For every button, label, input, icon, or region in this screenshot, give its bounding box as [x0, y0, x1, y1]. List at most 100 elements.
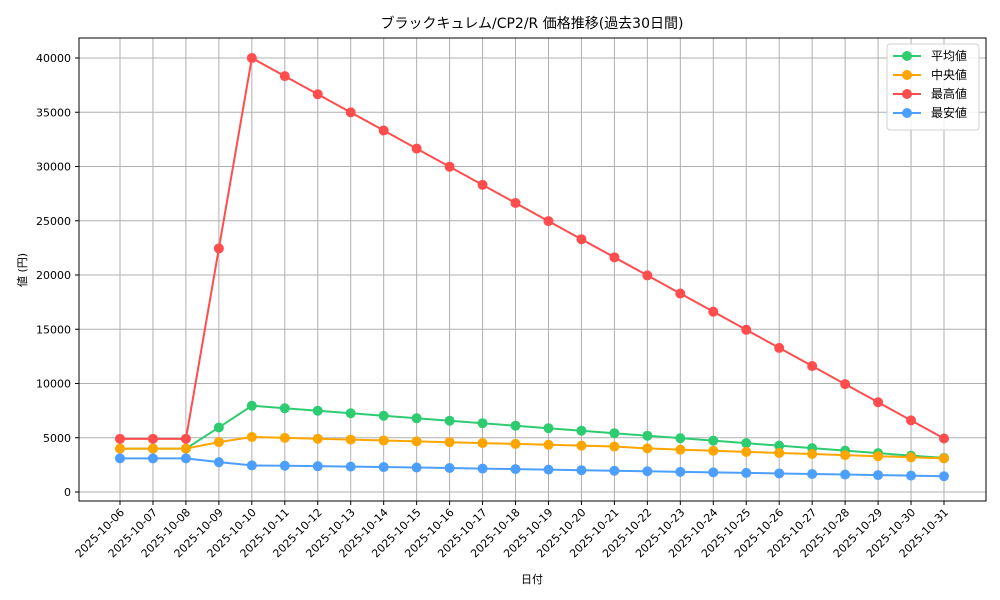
- data-point: [246, 431, 257, 442]
- y-tick-label: 40000: [36, 52, 71, 65]
- data-point: [675, 433, 686, 444]
- series-line: [120, 404, 945, 459]
- data-point: [906, 470, 917, 481]
- series-最高値: [115, 53, 949, 444]
- data-point: [147, 433, 158, 444]
- data-point: [873, 397, 884, 408]
- y-tick-label: 15000: [36, 323, 71, 336]
- data-point: [147, 453, 158, 464]
- series-lines: [115, 53, 949, 482]
- data-point: [246, 53, 257, 63]
- legend-label: 最高値: [931, 86, 967, 101]
- data-point: [444, 415, 455, 426]
- legend-marker-icon: [902, 108, 912, 118]
- data-point: [510, 438, 521, 449]
- data-point: [477, 438, 488, 449]
- data-point: [708, 445, 719, 456]
- y-tick-label: 10000: [36, 378, 71, 391]
- data-point: [774, 447, 785, 458]
- series-line: [120, 457, 945, 478]
- data-point: [840, 379, 851, 390]
- data-point: [279, 432, 290, 443]
- data-point: [708, 306, 719, 317]
- data-point: [477, 179, 488, 190]
- data-point: [906, 452, 917, 463]
- data-point: [115, 433, 125, 444]
- data-point: [609, 441, 620, 452]
- legend-item: 平均値: [893, 48, 967, 63]
- data-point: [444, 437, 455, 448]
- data-point: [807, 361, 818, 372]
- data-point: [279, 460, 290, 471]
- legend-item: 最高値: [893, 86, 967, 101]
- data-point: [444, 161, 455, 172]
- data-point: [576, 465, 587, 476]
- y-tick-label: 25000: [36, 215, 71, 228]
- data-point: [675, 466, 686, 477]
- data-point: [279, 403, 290, 414]
- data-point: [873, 451, 884, 462]
- data-point: [609, 428, 620, 439]
- legend-label: 最安値: [931, 105, 967, 120]
- data-point: [312, 89, 323, 100]
- legend-label: 平均値: [931, 48, 967, 63]
- series-line: [120, 56, 945, 440]
- data-point: [807, 468, 818, 479]
- data-point: [411, 436, 422, 447]
- data-point: [115, 453, 125, 464]
- y-tick-label: 20000: [36, 269, 71, 282]
- data-point: [543, 216, 554, 227]
- data-point: [279, 71, 290, 82]
- data-point: [543, 423, 554, 434]
- data-point: [345, 461, 356, 472]
- data-point: [642, 443, 653, 454]
- data-point: [312, 461, 323, 472]
- data-point: [213, 437, 224, 448]
- data-point: [906, 415, 917, 426]
- data-point: [741, 446, 752, 457]
- data-point: [180, 433, 191, 444]
- data-point: [180, 443, 191, 454]
- series-最安値: [115, 453, 949, 482]
- data-point: [774, 342, 785, 353]
- x-axis-label: 日付: [521, 573, 543, 586]
- data-point: [708, 467, 719, 478]
- data-point: [807, 449, 818, 460]
- plot-frame: [78, 37, 987, 502]
- data-point: [609, 252, 620, 263]
- legend-marker-icon: [902, 89, 912, 99]
- data-point: [840, 469, 851, 480]
- data-point: [213, 422, 224, 433]
- data-point: [378, 435, 389, 446]
- series-line: [120, 435, 945, 460]
- data-point: [675, 288, 686, 299]
- series-中央値: [115, 431, 949, 464]
- legend-label: 中央値: [931, 67, 967, 82]
- data-point: [246, 460, 257, 471]
- data-point: [939, 453, 949, 464]
- data-point: [708, 435, 719, 446]
- data-point: [741, 324, 752, 335]
- data-point: [312, 433, 323, 444]
- data-point: [576, 440, 587, 451]
- data-point: [741, 467, 752, 478]
- data-point: [576, 234, 587, 245]
- data-point: [774, 468, 785, 479]
- data-point: [477, 463, 488, 474]
- data-point: [774, 440, 785, 451]
- data-point: [345, 408, 356, 419]
- y-axis-label: 値 (円): [16, 253, 29, 287]
- data-point: [411, 462, 422, 473]
- legend-item: 最安値: [893, 105, 967, 120]
- data-point: [411, 413, 422, 424]
- data-point: [939, 433, 949, 444]
- data-point: [543, 464, 554, 475]
- y-axis-ticks: 0 5000 10000 15000 20000 25000 30000 35000 40000: [36, 52, 79, 499]
- data-point: [609, 465, 620, 476]
- y-tick-label: 30000: [36, 161, 71, 174]
- data-point: [642, 270, 653, 281]
- legend-marker-icon: [902, 70, 912, 80]
- data-point: [510, 197, 521, 208]
- data-point: [543, 439, 554, 450]
- data-point: [510, 420, 521, 431]
